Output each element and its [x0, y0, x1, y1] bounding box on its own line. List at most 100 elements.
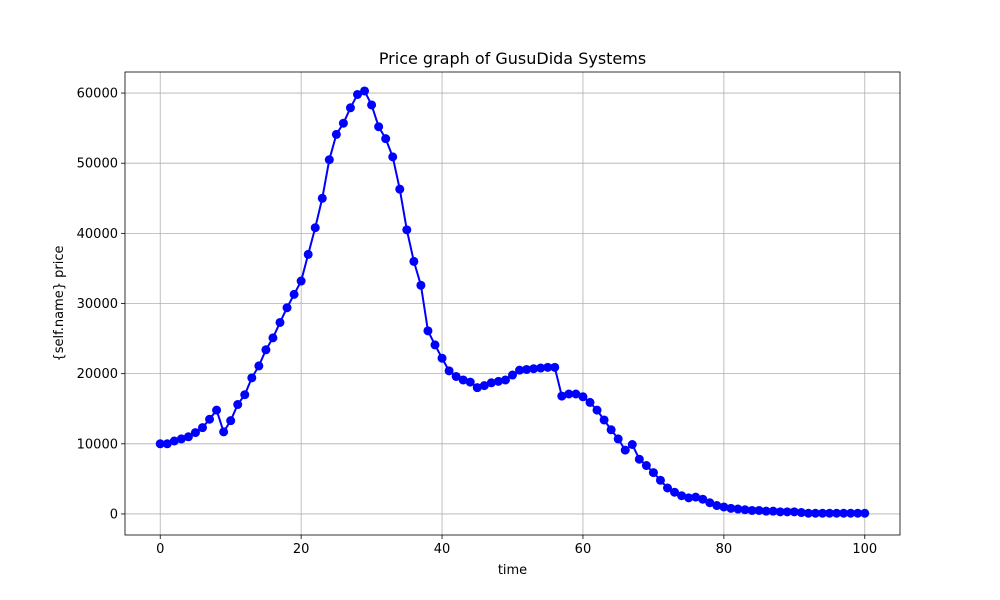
data-point	[796, 508, 806, 518]
data-point	[761, 506, 771, 516]
series-price	[155, 86, 870, 518]
data-point	[402, 225, 412, 235]
data-point	[205, 414, 215, 424]
data-point	[296, 276, 306, 286]
data-point	[754, 505, 764, 515]
data-point	[768, 506, 778, 516]
data-point	[486, 378, 496, 388]
data-point	[381, 134, 391, 144]
data-point	[508, 370, 517, 380]
data-point	[324, 155, 334, 165]
data-point	[423, 326, 433, 336]
data-point	[543, 362, 553, 372]
data-point	[733, 504, 743, 514]
data-point	[310, 223, 320, 233]
data-point	[839, 508, 849, 518]
data-point	[493, 376, 503, 386]
data-point	[219, 427, 229, 437]
data-point	[367, 100, 377, 110]
x-tick-label: 100	[852, 542, 877, 557]
y-tick-label: 10000	[77, 437, 118, 452]
data-point	[712, 501, 722, 511]
data-point	[832, 508, 842, 518]
data-point	[578, 392, 588, 402]
y-tick-label: 30000	[77, 297, 118, 312]
data-point	[775, 507, 785, 517]
x-tick-label: 80	[716, 542, 733, 557]
y-tick-label: 50000	[77, 157, 118, 172]
data-point	[529, 364, 539, 374]
y-tick-label: 20000	[77, 367, 118, 382]
data-point	[853, 508, 863, 518]
data-point	[818, 508, 827, 518]
data-point	[275, 317, 285, 327]
data-point	[641, 461, 651, 471]
data-point	[374, 122, 384, 132]
data-point	[282, 303, 292, 313]
data-point	[634, 454, 644, 464]
data-point	[155, 439, 165, 449]
data-point	[240, 390, 250, 400]
data-point	[303, 249, 313, 259]
chart-title: Price graph of GusuDida Systems	[379, 49, 646, 68]
data-point	[317, 193, 327, 203]
data-point	[670, 487, 680, 497]
data-point	[190, 428, 200, 438]
data-point	[719, 502, 729, 512]
data-point	[810, 508, 820, 518]
data-point	[162, 439, 172, 449]
data-point	[691, 492, 701, 502]
data-point	[515, 365, 525, 375]
data-point	[409, 256, 419, 266]
data-point	[585, 397, 595, 407]
data-point	[212, 405, 222, 415]
data-point	[606, 425, 616, 435]
data-point	[198, 423, 207, 433]
data-point	[388, 152, 398, 162]
y-axis-label: {self.name} price	[52, 245, 67, 361]
data-point	[479, 381, 489, 391]
data-point	[599, 415, 609, 425]
data-point	[747, 505, 757, 515]
data-point	[726, 503, 736, 513]
data-point	[395, 184, 405, 194]
data-point	[677, 491, 687, 501]
data-point	[648, 468, 658, 478]
data-point	[592, 405, 602, 415]
data-point	[169, 436, 179, 446]
grid	[125, 72, 900, 535]
data-point	[627, 440, 637, 449]
data-point	[536, 363, 546, 373]
data-point	[289, 289, 299, 299]
data-point	[360, 86, 370, 96]
y-tick-label: 40000	[77, 227, 118, 242]
data-point	[444, 366, 454, 376]
data-point	[557, 391, 567, 401]
data-point	[465, 377, 475, 387]
data-point	[176, 434, 186, 444]
data-point	[846, 508, 856, 518]
data-point	[782, 507, 792, 517]
data-point	[416, 280, 426, 290]
data-point	[261, 345, 271, 355]
data-point	[437, 353, 447, 363]
data-point	[705, 498, 715, 508]
data-point	[345, 103, 355, 113]
data-point	[331, 129, 341, 139]
data-point	[338, 118, 348, 128]
data-point	[550, 362, 560, 372]
x-axis-label: time	[498, 563, 527, 578]
x-tick-label: 20	[293, 542, 310, 557]
data-point	[803, 508, 813, 518]
x-tick-label: 0	[156, 542, 164, 557]
data-point	[825, 508, 835, 518]
x-tick-label: 60	[575, 542, 592, 557]
data-point	[268, 333, 278, 343]
data-point	[183, 432, 193, 442]
data-point	[740, 505, 750, 515]
data-point	[472, 383, 482, 393]
y-tick-label: 0	[110, 507, 118, 522]
data-point	[233, 400, 243, 410]
